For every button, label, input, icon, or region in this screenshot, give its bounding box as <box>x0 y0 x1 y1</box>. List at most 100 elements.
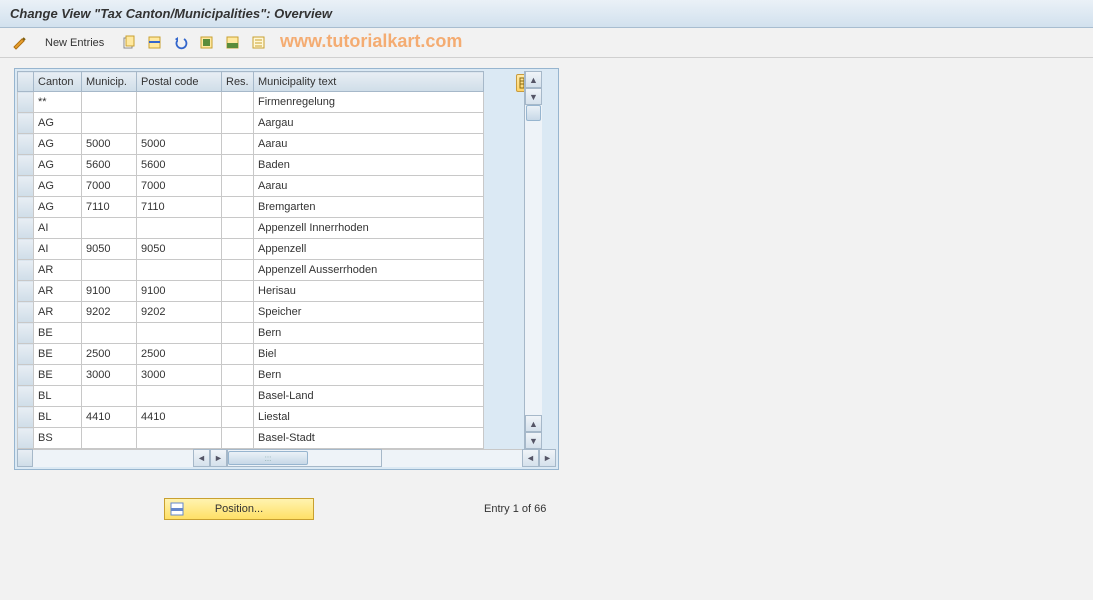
cell-postal[interactable]: 7110 <box>137 197 222 218</box>
cell-res[interactable] <box>222 134 254 155</box>
scroll-down-step-icon[interactable]: ▼ <box>525 88 542 105</box>
row-selector[interactable] <box>18 113 34 134</box>
select-block-icon[interactable] <box>223 33 243 53</box>
cell-text[interactable]: Aarau <box>254 176 484 197</box>
row-selector[interactable] <box>18 302 34 323</box>
table-row[interactable]: AIAppenzell Innerrhoden <box>18 218 484 239</box>
cell-postal[interactable]: 2500 <box>137 344 222 365</box>
cell-postal[interactable] <box>137 386 222 407</box>
col-text-header[interactable]: Municipality text <box>254 72 484 92</box>
scroll-right-icon[interactable]: ► <box>539 449 556 467</box>
cell-postal[interactable] <box>137 260 222 281</box>
table-row[interactable]: BE25002500Biel <box>18 344 484 365</box>
cell-municip[interactable]: 7110 <box>82 197 137 218</box>
table-row[interactable]: AR92029202Speicher <box>18 302 484 323</box>
scroll-up-page-icon[interactable]: ▲ <box>525 415 542 432</box>
cell-text[interactable]: Herisau <box>254 281 484 302</box>
vscroll-thumb[interactable] <box>526 105 541 121</box>
row-selector[interactable] <box>18 281 34 302</box>
row-selector[interactable] <box>18 197 34 218</box>
cell-canton[interactable]: AG <box>34 134 82 155</box>
cell-text[interactable]: Bern <box>254 323 484 344</box>
table-row[interactable]: AG Aargau <box>18 113 484 134</box>
cell-res[interactable] <box>222 365 254 386</box>
cell-postal[interactable]: 5600 <box>137 155 222 176</box>
cell-postal[interactable]: 7000 <box>137 176 222 197</box>
cell-canton[interactable]: AR <box>34 302 82 323</box>
cell-res[interactable] <box>222 281 254 302</box>
deselect-all-icon[interactable] <box>249 33 269 53</box>
cell-text[interactable]: Firmenregelung <box>254 92 484 113</box>
row-selector[interactable] <box>18 365 34 386</box>
row-selector[interactable] <box>18 155 34 176</box>
cell-canton[interactable]: AG <box>34 155 82 176</box>
cell-municip[interactable]: 3000 <box>82 365 137 386</box>
row-selector[interactable] <box>18 218 34 239</box>
cell-postal[interactable]: 9050 <box>137 239 222 260</box>
cell-res[interactable] <box>222 218 254 239</box>
cell-canton[interactable]: AG <box>34 176 82 197</box>
cell-text[interactable]: Aargau <box>254 113 484 134</box>
toggle-display-change-icon[interactable] <box>10 33 30 53</box>
col-canton-header[interactable]: Canton <box>34 72 82 92</box>
vscroll-track[interactable] <box>525 105 542 415</box>
new-entries-button[interactable]: New Entries <box>36 34 113 52</box>
scroll-right-step-icon[interactable]: ► <box>210 449 227 467</box>
cell-res[interactable] <box>222 239 254 260</box>
cell-res[interactable] <box>222 428 254 449</box>
cell-res[interactable] <box>222 386 254 407</box>
cell-canton[interactable]: AG <box>34 113 82 134</box>
cell-municip[interactable]: 5600 <box>82 155 137 176</box>
select-all-icon[interactable] <box>197 33 217 53</box>
cell-canton[interactable]: AR <box>34 260 82 281</box>
row-selector[interactable] <box>18 407 34 428</box>
delete-icon[interactable] <box>145 33 165 53</box>
cell-res[interactable] <box>222 176 254 197</box>
row-selector[interactable] <box>18 260 34 281</box>
cell-res[interactable] <box>222 92 254 113</box>
cell-municip[interactable] <box>82 323 137 344</box>
table-row[interactable]: BL44104410Liestal <box>18 407 484 428</box>
cell-canton[interactable]: BL <box>34 386 82 407</box>
table-row[interactable]: BE30003000Bern <box>18 365 484 386</box>
cell-res[interactable] <box>222 407 254 428</box>
cell-text[interactable]: Basel-Land <box>254 386 484 407</box>
table-row[interactable]: BEBern <box>18 323 484 344</box>
col-municip-header[interactable]: Municip. <box>82 72 137 92</box>
cell-canton[interactable]: BL <box>34 407 82 428</box>
row-selector[interactable] <box>18 344 34 365</box>
cell-res[interactable] <box>222 113 254 134</box>
table-row[interactable]: AG70007000Aarau <box>18 176 484 197</box>
position-button[interactable]: Position... <box>164 498 314 520</box>
cell-postal[interactable]: 3000 <box>137 365 222 386</box>
cell-municip[interactable] <box>82 428 137 449</box>
cell-canton[interactable]: BE <box>34 344 82 365</box>
scroll-down-icon[interactable]: ▼ <box>525 432 542 449</box>
cell-municip[interactable]: 7000 <box>82 176 137 197</box>
cell-text[interactable]: Biel <box>254 344 484 365</box>
hscroll-thumb[interactable]: ::: <box>228 451 308 465</box>
table-row[interactable]: **Firmenregelung <box>18 92 484 113</box>
cell-postal[interactable]: 9100 <box>137 281 222 302</box>
cell-text[interactable]: Aarau <box>254 134 484 155</box>
row-selector[interactable] <box>18 386 34 407</box>
cell-postal[interactable]: 9202 <box>137 302 222 323</box>
cell-text[interactable]: Liestal <box>254 407 484 428</box>
cell-postal[interactable] <box>137 428 222 449</box>
scroll-up-icon[interactable]: ▲ <box>525 71 542 88</box>
cell-canton[interactable]: BE <box>34 365 82 386</box>
cell-text[interactable]: Baden <box>254 155 484 176</box>
cell-canton[interactable]: AI <box>34 239 82 260</box>
cell-postal[interactable] <box>137 323 222 344</box>
cell-municip[interactable]: 4410 <box>82 407 137 428</box>
scroll-left-icon[interactable]: ◄ <box>193 449 210 467</box>
cell-municip[interactable] <box>82 113 137 134</box>
cell-text[interactable]: Appenzell <box>254 239 484 260</box>
cell-postal[interactable]: 4410 <box>137 407 222 428</box>
cell-canton[interactable]: AI <box>34 218 82 239</box>
cell-municip[interactable]: 9100 <box>82 281 137 302</box>
table-row[interactable]: AG71107110Bremgarten <box>18 197 484 218</box>
row-selector[interactable] <box>18 428 34 449</box>
table-row[interactable]: AI90509050Appenzell <box>18 239 484 260</box>
table-row[interactable]: AR91009100Herisau <box>18 281 484 302</box>
